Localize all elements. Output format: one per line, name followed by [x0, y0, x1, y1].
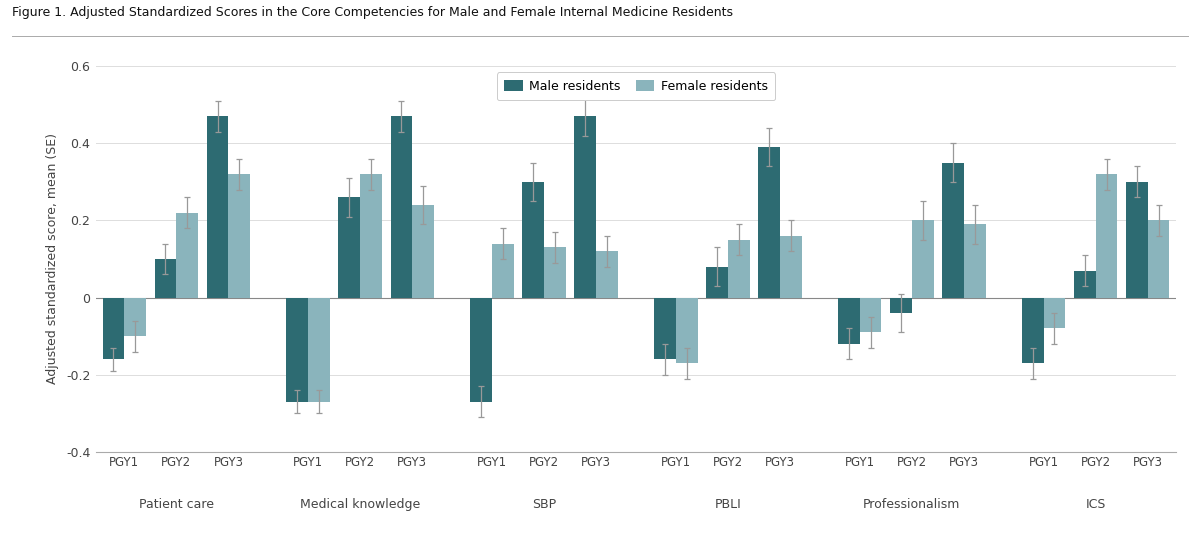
- Bar: [413, 205, 434, 298]
- Bar: [206, 116, 228, 298]
- Legend: Male residents, Female residents: Male residents, Female residents: [497, 72, 775, 100]
- Bar: [287, 298, 308, 402]
- Bar: [1096, 174, 1117, 298]
- Bar: [102, 298, 125, 359]
- Bar: [575, 116, 596, 298]
- Text: Medical knowledge: Medical knowledge: [300, 498, 420, 511]
- Bar: [758, 147, 780, 298]
- Bar: [1147, 220, 1170, 298]
- Bar: [707, 267, 728, 298]
- Text: Professionalism: Professionalism: [863, 498, 960, 511]
- Bar: [522, 182, 544, 298]
- Bar: [838, 298, 859, 344]
- Bar: [654, 298, 676, 359]
- Bar: [125, 298, 146, 336]
- Bar: [728, 240, 750, 298]
- Text: ICS: ICS: [1086, 498, 1106, 511]
- Bar: [1074, 271, 1096, 298]
- Bar: [1022, 298, 1044, 363]
- Bar: [360, 174, 382, 298]
- Bar: [859, 298, 881, 332]
- Bar: [470, 298, 492, 402]
- Bar: [544, 247, 565, 298]
- Bar: [176, 213, 198, 298]
- Text: Figure 1. Adjusted Standardized Scores in the Core Competencies for Male and Fem: Figure 1. Adjusted Standardized Scores i…: [12, 6, 733, 19]
- Bar: [912, 220, 934, 298]
- Bar: [1044, 298, 1066, 328]
- Y-axis label: Adjusted standardized score, mean (SE): Adjusted standardized score, mean (SE): [46, 133, 59, 385]
- Bar: [228, 174, 250, 298]
- Text: SBP: SBP: [532, 498, 556, 511]
- Bar: [942, 163, 964, 298]
- Text: PBLI: PBLI: [714, 498, 742, 511]
- Bar: [890, 298, 912, 313]
- Bar: [338, 197, 360, 298]
- Bar: [780, 236, 802, 298]
- Text: Patient care: Patient care: [139, 498, 214, 511]
- Bar: [492, 244, 514, 298]
- Bar: [964, 224, 985, 298]
- Bar: [1126, 182, 1147, 298]
- Bar: [676, 298, 697, 363]
- Bar: [391, 116, 413, 298]
- Bar: [596, 251, 618, 298]
- Bar: [308, 298, 330, 402]
- Bar: [155, 259, 176, 298]
